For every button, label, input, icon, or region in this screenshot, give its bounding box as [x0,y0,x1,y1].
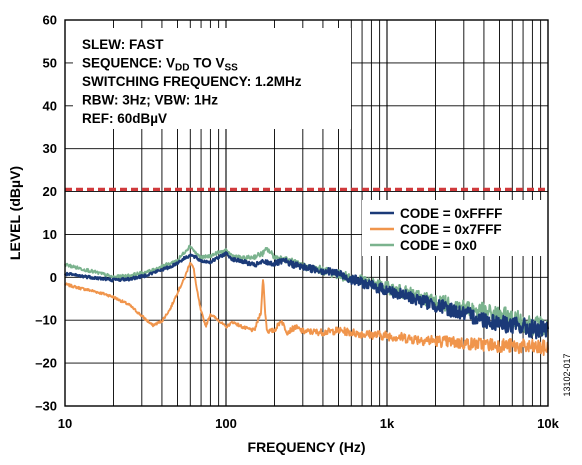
x-tick-label: 1k [380,416,395,431]
x-tick-label: 10k [537,416,559,431]
legend-label: CODE = 0x0 [400,238,477,253]
y-tick-label: 10 [43,227,57,242]
annotation-line: SLEW: FAST [82,37,164,52]
annotation-box: SLEW: FAST SEQUENCE: VDD TO VSSSWITCHING … [73,28,351,129]
y-axis-title: LEVEL (dBµV) [7,166,23,260]
annotation-text: REF: 60dBµV [82,111,167,126]
annotation-background [73,28,351,129]
x-axis-title: FREQUENCY (Hz) [248,439,366,455]
plot-frame [64,19,549,407]
figure-id: 13102-017 [562,353,572,396]
annotation-line: SWITCHING FREQUENCY: 1.2MHz [82,74,302,89]
annotation-line: SEQUENCE: VDD TO VSS [82,56,238,74]
y-tick-label: 50 [43,55,57,70]
x-tick-label: 100 [215,416,237,431]
legend-label: CODE = 0xFFFF [400,206,502,221]
series-line [64,262,549,357]
annotation-text: RBW: 3Hz; VBW: 1Hz [82,93,218,108]
annotation-subscript: DD [175,63,189,74]
y-tick-label: 0 [50,270,57,285]
annotation-text: SWITCHING FREQUENCY: 1.2MHz [82,74,302,89]
legend-label: CODE = 0x7FFF [400,222,502,237]
y-tick-label: 30 [43,141,57,156]
y-tick-label: –10 [35,313,57,328]
series-line [63,251,550,340]
y-tick-label: 20 [43,184,57,199]
x-tick-label: 10 [58,416,72,431]
annotation-line: RBW: 3Hz; VBW: 1Hz [82,93,218,108]
annotation-text: TO V [189,56,224,71]
y-tick-label: –30 [35,399,57,414]
annotation-text: SEQUENCE: V [82,56,175,71]
annotation-text: SLEW: FAST [82,37,164,52]
series-layer [63,244,550,357]
y-tick-label: –20 [35,356,57,371]
y-tick-label: 60 [43,13,57,28]
annotation-line: REF: 60dBµV [82,111,167,126]
y-tick-label: 40 [43,98,57,113]
annotation-subscript: SS [225,63,239,74]
